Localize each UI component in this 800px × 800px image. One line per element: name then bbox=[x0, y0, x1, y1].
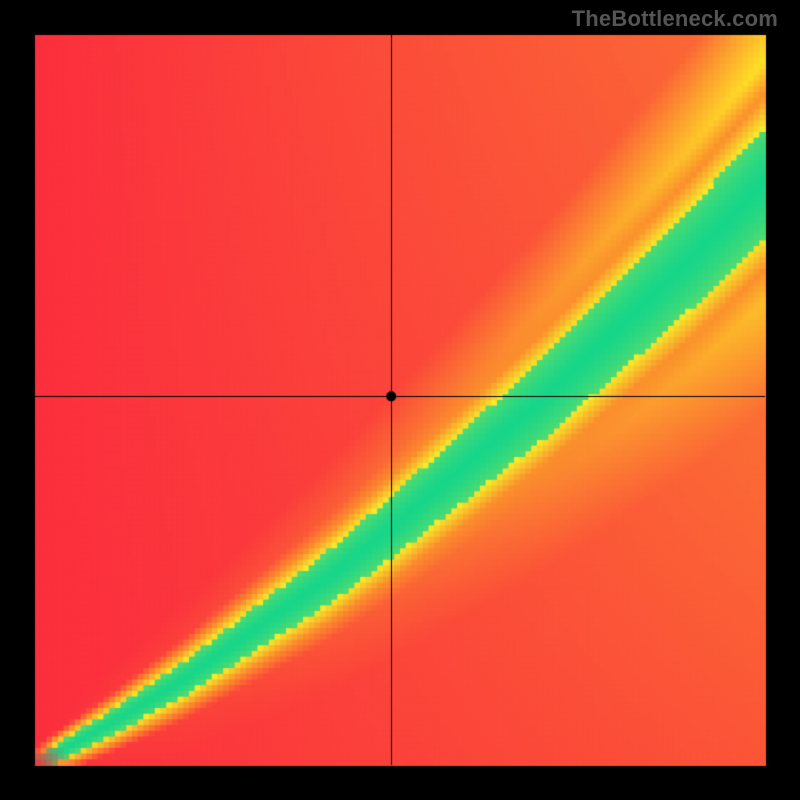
chart-root: { "watermark": { "text": "TheBottleneck.… bbox=[0, 0, 800, 800]
watermark-text: TheBottleneck.com bbox=[572, 6, 778, 32]
bottleneck-heatmap bbox=[0, 0, 800, 800]
